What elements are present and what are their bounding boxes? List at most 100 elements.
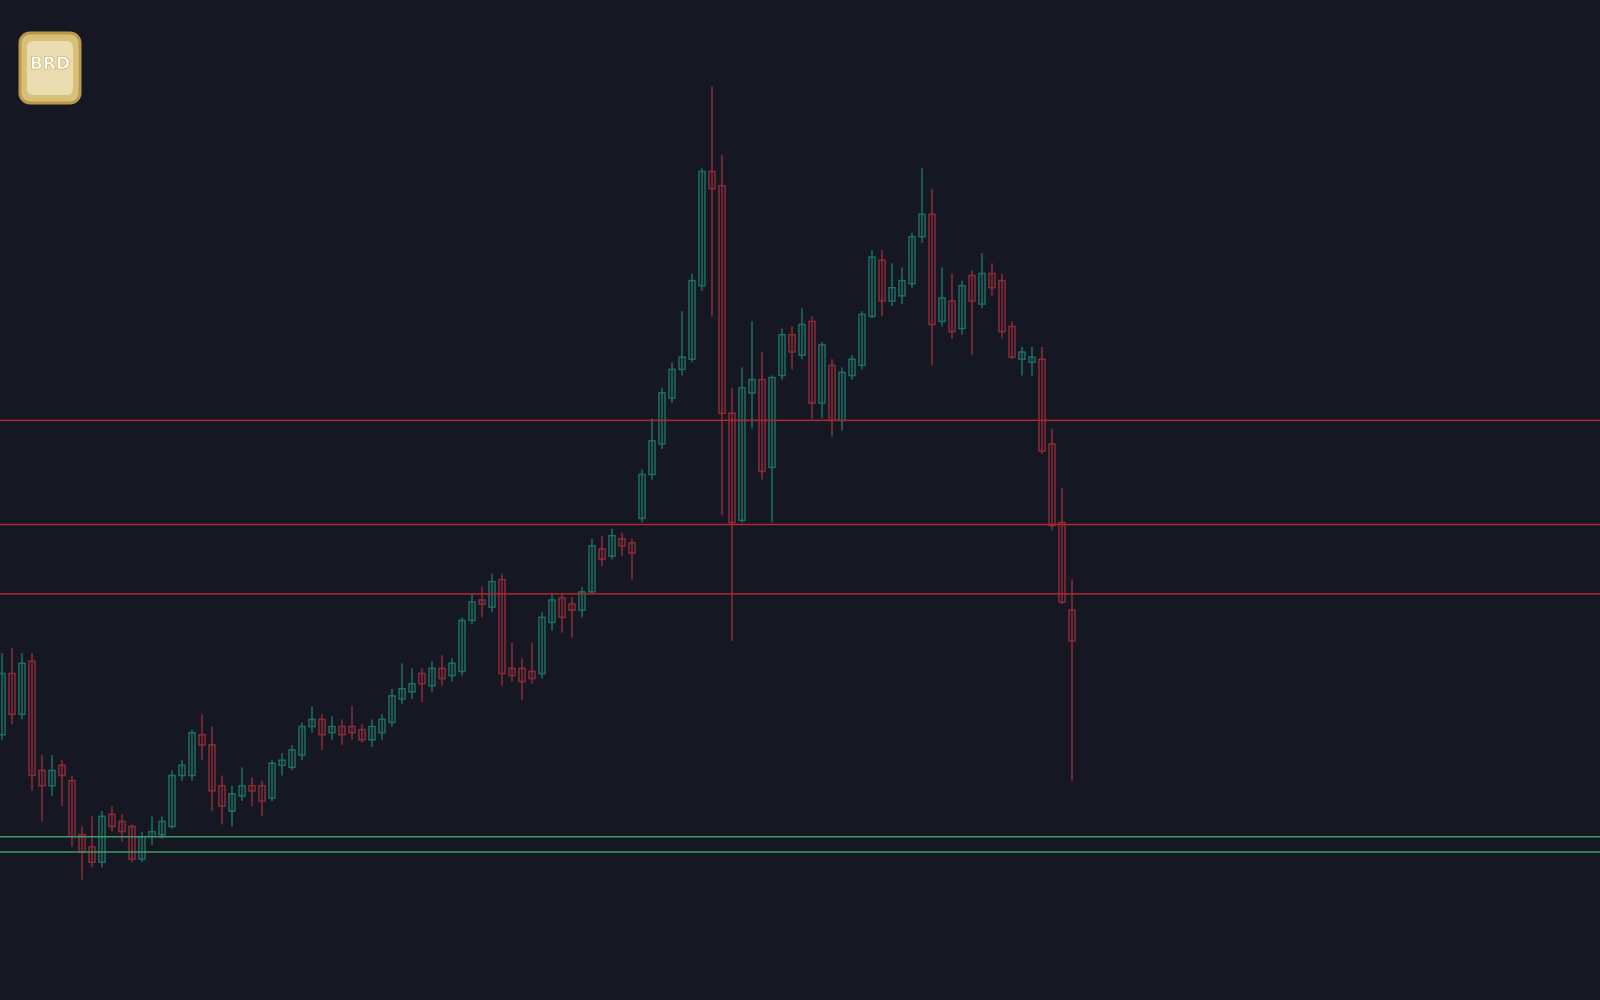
candle-body	[658, 392, 666, 445]
candle-body	[788, 333, 796, 353]
candle-body	[988, 272, 996, 289]
candle-body	[338, 725, 346, 736]
candle-body	[728, 412, 736, 524]
candle-body	[818, 344, 826, 404]
candle-body	[668, 368, 676, 399]
candle-body	[48, 769, 56, 787]
logo-inner	[27, 41, 73, 95]
candle-body	[118, 820, 126, 833]
candle-body	[898, 279, 906, 297]
candle-body	[798, 323, 806, 356]
candle-body	[378, 718, 386, 734]
candle-body	[8, 672, 16, 716]
candle-body	[638, 473, 646, 520]
candle-body	[478, 599, 486, 605]
candle-body	[408, 682, 416, 693]
candle-body	[108, 813, 116, 828]
candle-body	[648, 440, 656, 476]
candle-body	[178, 764, 186, 777]
candle-body	[0, 672, 6, 736]
candle-body	[348, 725, 356, 734]
candle-body	[858, 313, 866, 367]
candle-body	[168, 774, 176, 828]
candle-body	[258, 784, 266, 802]
candle-body	[998, 279, 1006, 333]
candle-body	[748, 378, 756, 394]
candle-body	[1068, 609, 1076, 642]
candle-body	[978, 272, 986, 305]
candle-body	[288, 749, 296, 769]
candle-body	[228, 793, 236, 812]
candle-body	[328, 725, 336, 734]
candle-body	[1028, 356, 1036, 363]
candle-body	[538, 616, 546, 675]
candle-body	[298, 725, 306, 756]
candle-body	[528, 670, 536, 680]
candle-body	[928, 213, 936, 326]
candle-body	[1048, 443, 1056, 527]
candle-body	[368, 725, 376, 741]
candle-body	[428, 667, 436, 687]
candle-body	[708, 170, 716, 190]
candle-body	[318, 718, 326, 736]
candle-body	[448, 662, 456, 677]
candle-body	[558, 597, 566, 619]
candle-body	[938, 297, 946, 323]
candle-body	[18, 662, 26, 716]
candle-body	[608, 534, 616, 557]
candle-body	[88, 846, 96, 863]
candle-body	[278, 759, 286, 767]
candle-body	[418, 672, 426, 685]
candle-body	[518, 667, 526, 683]
candle-body	[468, 601, 476, 622]
candle-body	[438, 667, 446, 680]
candle-body	[308, 718, 316, 728]
candle-body	[848, 358, 856, 377]
candle-body	[238, 784, 246, 797]
candle-body	[208, 744, 216, 792]
candle-body	[878, 259, 886, 302]
candle-body	[268, 762, 276, 799]
candle-body	[458, 619, 466, 673]
candle-body	[598, 548, 606, 560]
candle-body	[498, 578, 506, 675]
candle-body	[738, 387, 746, 522]
candle-body	[508, 667, 516, 677]
candle-body	[768, 376, 776, 469]
candle-body	[198, 733, 206, 746]
candle-body	[588, 545, 596, 593]
candle-body	[698, 170, 706, 287]
candle-body	[888, 287, 896, 302]
candle-body	[28, 660, 36, 777]
candle-body	[688, 279, 696, 360]
candle-body	[388, 695, 396, 724]
candle-body	[548, 599, 556, 624]
candle-body	[568, 603, 576, 611]
candle-body	[868, 256, 876, 318]
candle-body	[218, 784, 226, 807]
candle-body	[248, 784, 256, 792]
candle-body	[778, 333, 786, 377]
candle-body	[1008, 325, 1016, 358]
candle-body	[718, 184, 726, 415]
logo-text: BRD	[30, 54, 70, 74]
candle-body	[398, 688, 406, 700]
candle-body	[98, 815, 106, 863]
candle-body	[188, 731, 196, 777]
candle-body	[918, 213, 926, 238]
candle-body	[678, 356, 686, 371]
candle-body	[1038, 358, 1046, 452]
candle-body	[908, 235, 916, 285]
candle-body	[1018, 351, 1026, 360]
candle-body	[358, 728, 366, 741]
candle-body	[808, 320, 816, 404]
candle-body	[968, 274, 976, 302]
candle-body	[1058, 521, 1066, 603]
candle-body	[758, 378, 766, 473]
candle-body	[38, 769, 46, 787]
logo: BRD	[18, 31, 82, 105]
candle-body	[958, 284, 966, 330]
candle-body	[578, 591, 586, 611]
